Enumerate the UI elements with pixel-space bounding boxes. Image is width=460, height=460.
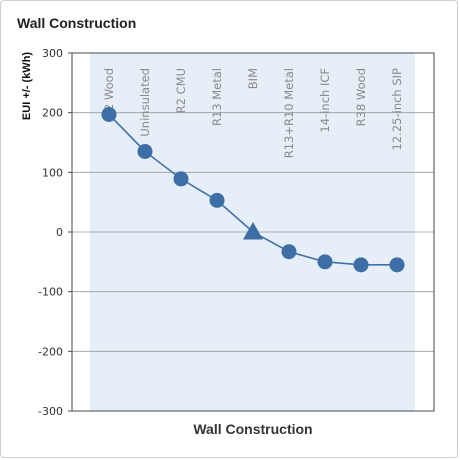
category-label: R13 Metal — [210, 68, 224, 126]
category-label: R2 Wood — [102, 68, 116, 119]
y-tick-label: -300 — [38, 405, 63, 418]
category-label: R13+R10 Metal — [282, 68, 296, 158]
data-point-marker[interactable] — [209, 192, 225, 208]
panel-title: Wall Construction — [17, 15, 137, 31]
y-tick-label: 0 — [56, 226, 63, 239]
category-label: Uninsulated — [138, 68, 152, 137]
data-point-marker[interactable] — [101, 106, 117, 122]
data-point-marker[interactable] — [353, 257, 369, 273]
category-label: R2 CMU — [174, 68, 188, 113]
category-label: R38 Wood — [354, 68, 368, 126]
y-tick-label: -200 — [38, 345, 63, 358]
data-point-marker[interactable] — [137, 143, 153, 159]
data-point-marker[interactable] — [317, 254, 333, 270]
data-point-marker[interactable] — [389, 257, 405, 273]
y-tick-label: 300 — [42, 47, 63, 60]
data-point-marker[interactable] — [281, 244, 297, 260]
category-label: BIM — [246, 68, 260, 89]
category-label: 12.25-inch SIP — [390, 68, 404, 151]
y-tick-label: 100 — [42, 166, 63, 179]
x-axis-label: Wall Construction — [193, 421, 312, 437]
y-tick-label: 200 — [42, 107, 63, 120]
baseline-triangle-marker[interactable] — [243, 222, 263, 240]
y-tick-label: -100 — [38, 286, 63, 299]
category-label: 14-inch ICF — [318, 68, 332, 133]
y-axis-label: EUI +/- (kWh) — [21, 52, 33, 120]
data-point-marker[interactable] — [173, 171, 189, 187]
